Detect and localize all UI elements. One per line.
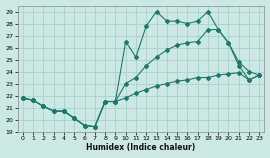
X-axis label: Humidex (Indice chaleur): Humidex (Indice chaleur) xyxy=(86,143,196,152)
